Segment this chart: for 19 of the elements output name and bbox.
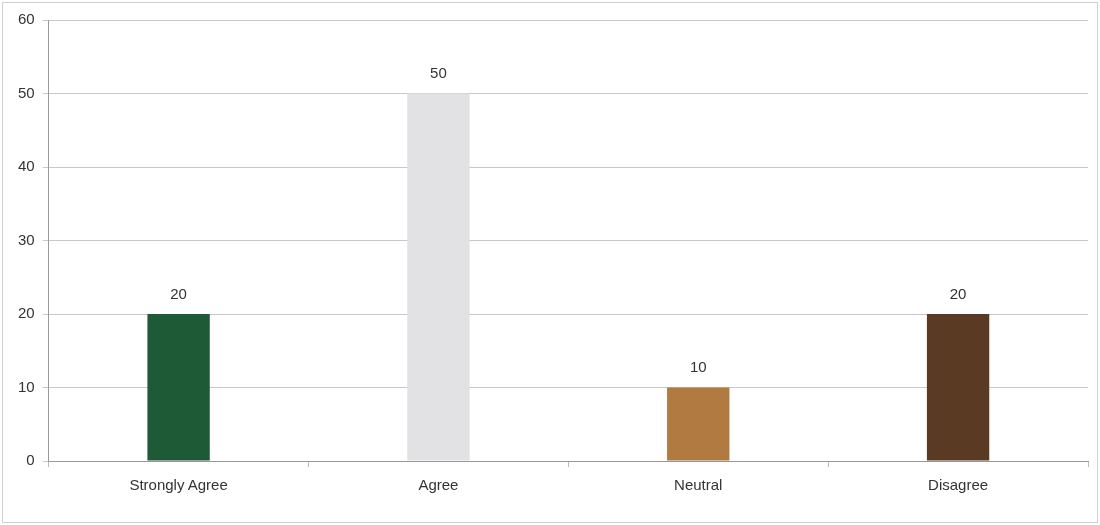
y-tick-label: 10: [18, 377, 35, 395]
y-tick-label: 20: [18, 304, 35, 322]
y-tick-label: 40: [18, 157, 35, 175]
y-tick-label: 30: [18, 230, 35, 248]
y-tick-label: 0: [26, 451, 35, 469]
x-tick-label: Disagree: [928, 476, 989, 494]
x-tick-label: Neutral: [674, 476, 723, 494]
bar: [926, 314, 990, 461]
data-label: 20: [949, 284, 967, 302]
data-label: 20: [170, 284, 187, 302]
data-label: 50: [430, 64, 447, 82]
bar: [407, 93, 470, 461]
bar: [147, 314, 210, 461]
y-tick-label: 60: [18, 10, 35, 28]
y-tick-label: 50: [18, 83, 35, 101]
x-tick-label: Strongly Agree: [129, 476, 228, 494]
data-label: 10: [689, 358, 707, 376]
x-tick-label: Agree: [418, 476, 459, 494]
bar: [667, 387, 730, 461]
